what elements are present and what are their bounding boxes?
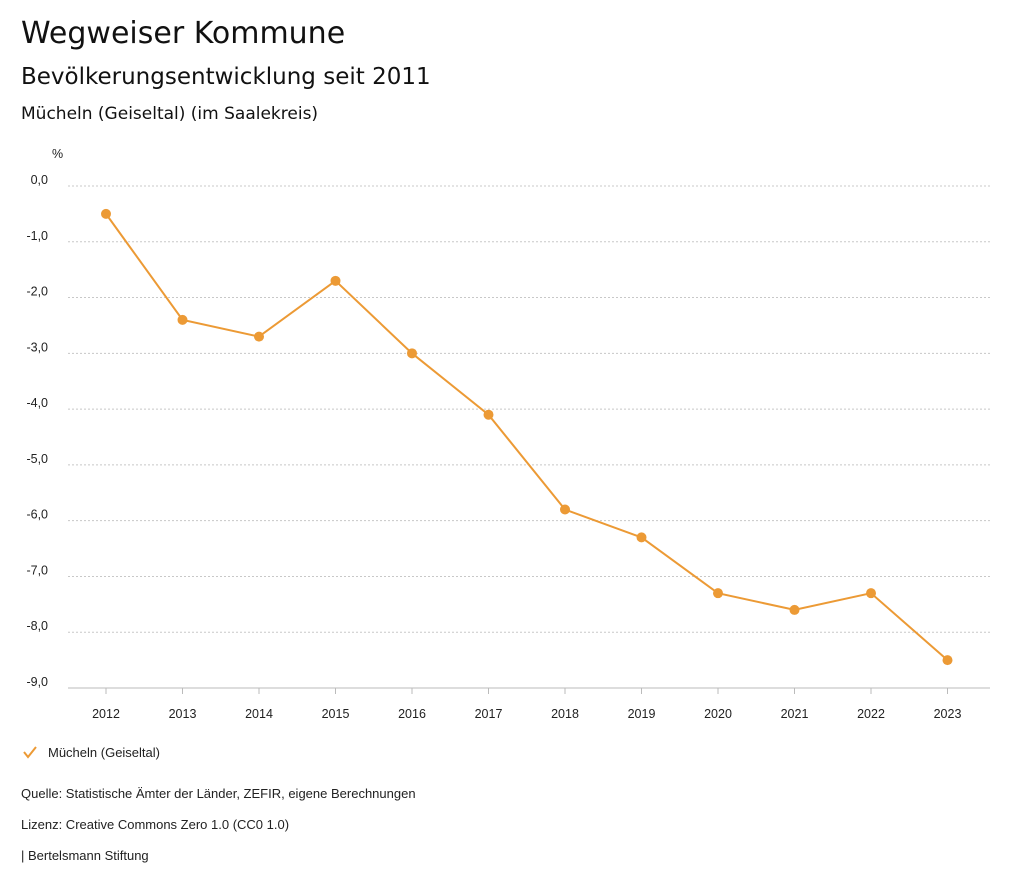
y-unit-label: % (52, 147, 63, 161)
x-axis: 2012 2013 2014 2015 2016 2017 2018 2019 2020 2021… (92, 688, 961, 721)
y-axis: 0,0 -1,0 -2,0 -3,0 -4,0 -5,0 -6,0 -7,0 -8,0 -9,0 (26, 173, 48, 689)
x-tick-label: 2023 (934, 707, 962, 721)
series-layer (101, 208, 953, 666)
data-point (330, 275, 341, 286)
y-tick-label: -9,0 (26, 675, 48, 689)
page-title: Wegweiser Kommune (21, 16, 346, 51)
data-point (101, 208, 111, 219)
line-chart: % 0,0 -1,0 -2,0 -3,0 -4,0 -5,0 -6,0 -7,0 -8,0 -9,… (26, 147, 990, 721)
legend-check-icon (23, 746, 37, 759)
data-point (407, 348, 417, 359)
x-tick-label: 2020 (704, 707, 732, 721)
x-tick-label: 2018 (551, 707, 579, 721)
data-point (177, 314, 188, 325)
data-point (560, 504, 570, 515)
source-note: Quelle: Statistische Ämter der Länder, Z… (21, 786, 416, 801)
series-line (105, 213, 949, 661)
y-tick-label: -5,0 (26, 452, 48, 466)
data-point (636, 532, 647, 543)
data-point (713, 588, 723, 599)
y-tick-label: -6,0 (26, 508, 48, 522)
data-point (866, 588, 876, 599)
legend[interactable]: Mücheln (Geiseltal) (22, 744, 160, 760)
x-tick-label: 2014 (245, 707, 273, 721)
y-tick-label: -3,0 (26, 340, 48, 354)
y-tick-label: -1,0 (26, 229, 48, 243)
license-note: Lizenz: Creative Commons Zero 1.0 (CC0 1… (21, 817, 290, 832)
y-tick-label: -7,0 (26, 563, 48, 577)
publisher-note: | Bertelsmann Stiftung (21, 848, 149, 863)
x-tick-label: 2019 (628, 707, 656, 721)
data-point (254, 331, 264, 342)
x-tick-label: 2017 (475, 707, 503, 721)
x-tick-label: 2012 (92, 707, 120, 721)
data-point (483, 409, 494, 420)
x-tick-label: 2015 (322, 707, 350, 721)
x-tick-label: 2022 (857, 707, 885, 721)
x-tick-label: 2013 (169, 707, 197, 721)
legend-series-label: Mücheln (Geiseltal) (48, 744, 160, 760)
y-tick-label: -8,0 (26, 619, 48, 633)
y-tick-label: -2,0 (26, 285, 48, 299)
y-tick-label: -4,0 (26, 396, 48, 410)
y-tick-label: 0,0 (31, 173, 48, 187)
chart-subtitle: Bevölkerungsentwicklung seit 2011 (21, 64, 431, 90)
x-tick-label: 2016 (398, 707, 426, 721)
region-label: Mücheln (Geiseltal) (im Saalekreis) (21, 104, 319, 124)
grid-lines (68, 185, 990, 689)
data-point (942, 655, 953, 666)
data-point (789, 604, 800, 615)
x-tick-label: 2021 (781, 707, 809, 721)
